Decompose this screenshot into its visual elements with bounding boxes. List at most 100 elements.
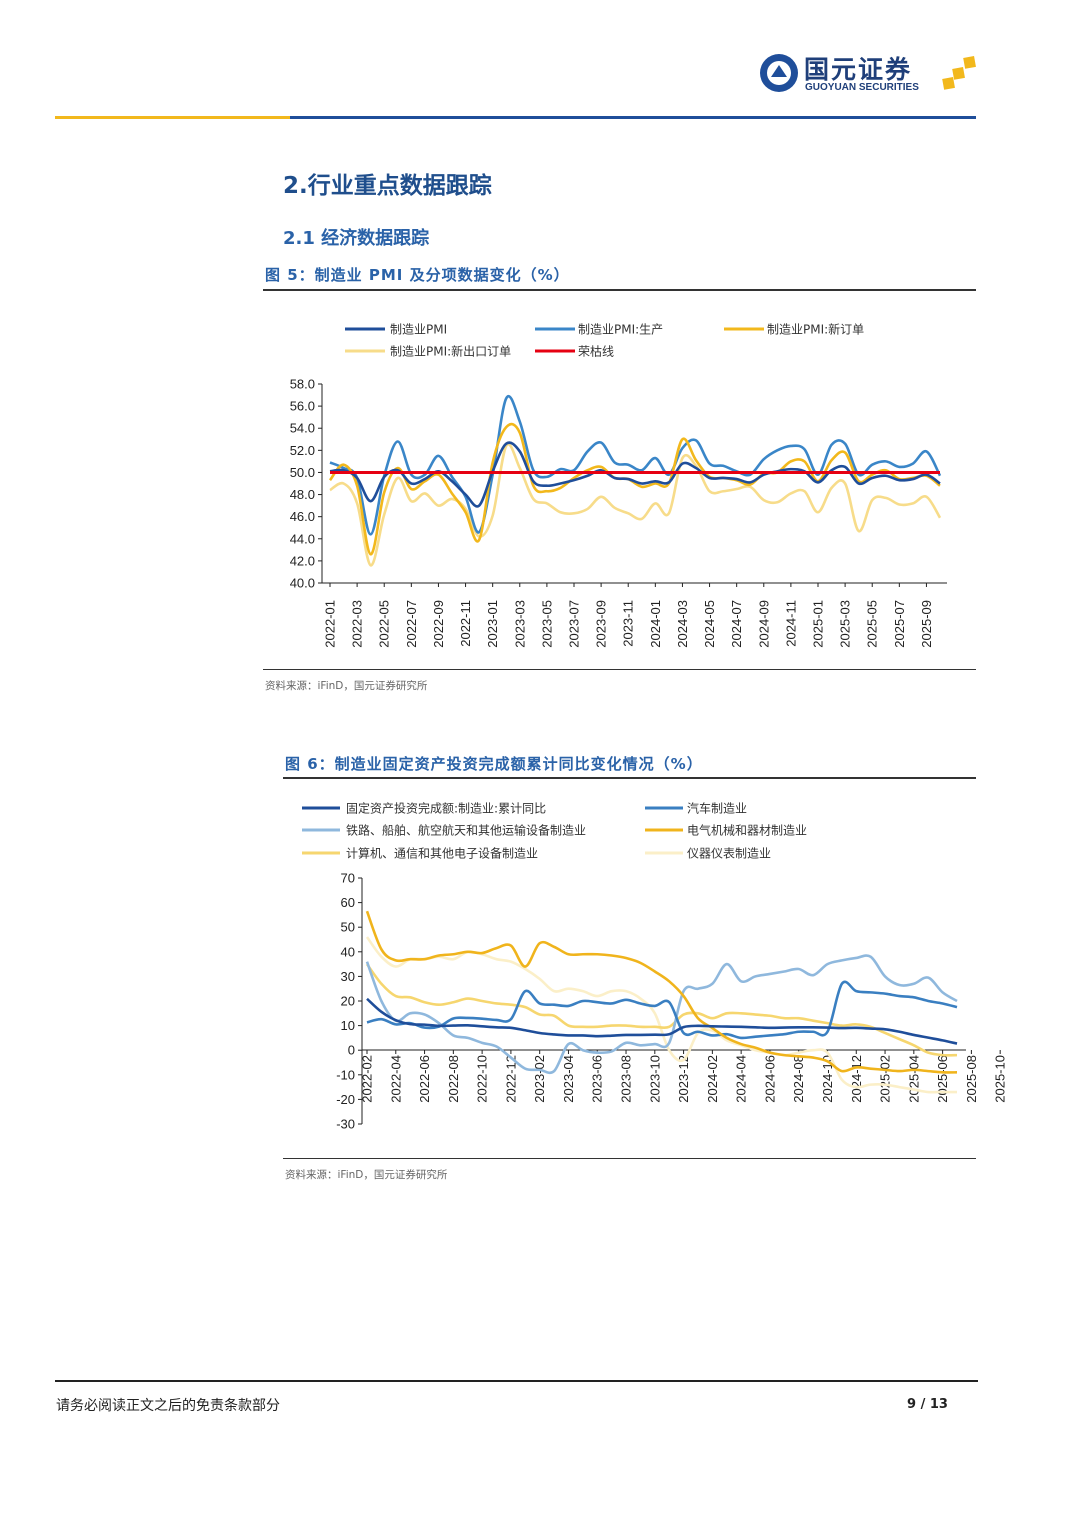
x-tick-label: 2022-08 bbox=[446, 1055, 461, 1103]
footer-rule bbox=[55, 1380, 978, 1382]
y-tick-label: 50 bbox=[341, 920, 355, 935]
y-tick-label: 54.0 bbox=[290, 421, 315, 436]
x-tick-label: 2024-06 bbox=[762, 1055, 777, 1103]
x-tick-label: 2025-06 bbox=[935, 1055, 950, 1103]
logo-text-cn: 国元证券 bbox=[804, 55, 913, 84]
x-tick-label: 2024-02 bbox=[705, 1055, 720, 1103]
x-tick-label: 2022-02 bbox=[360, 1055, 375, 1103]
x-tick-label: 2024-09 bbox=[756, 600, 771, 648]
y-tick-label: 70 bbox=[341, 871, 355, 886]
y-tick-label: 56.0 bbox=[290, 399, 315, 414]
legend-label: 汽车制造业 bbox=[687, 801, 747, 816]
logo: 国元证券 GUOYUAN SECURITIES bbox=[757, 50, 979, 96]
x-tick-label: 2023-03 bbox=[512, 600, 527, 648]
page-number: 9 / 13 bbox=[907, 1397, 948, 1412]
x-tick-label: 2022-06 bbox=[417, 1055, 432, 1103]
y-tick-label: -20 bbox=[336, 1092, 355, 1107]
x-tick-label: 2025-03 bbox=[838, 600, 853, 648]
series-line-1 bbox=[366, 997, 958, 1045]
subsection-title: 2.1 经济数据跟踪 bbox=[283, 228, 430, 249]
x-tick-label: 2024-01 bbox=[648, 600, 663, 648]
x-tick-label: 2023-10 bbox=[647, 1055, 662, 1103]
y-tick-label: 44.0 bbox=[290, 531, 315, 546]
x-tick-label: 2023-06 bbox=[590, 1055, 605, 1103]
series-line-3 bbox=[365, 954, 958, 1075]
logo-text-en: GUOYUAN SECURITIES bbox=[805, 82, 919, 93]
x-tick-label: 2023-09 bbox=[594, 600, 609, 648]
legend-label: 仪器仪表制造业 bbox=[687, 847, 771, 861]
x-tick-label: 2025-09 bbox=[919, 600, 934, 648]
y-tick-label: 42.0 bbox=[290, 553, 315, 568]
legend-label: 制造业PMI:生产 bbox=[578, 323, 663, 337]
x-tick-label: 2022-01 bbox=[323, 600, 338, 648]
figure-5-source: 资料来源：iFinD，国元证券研究所 bbox=[265, 680, 428, 692]
x-tick-label: 2022-04 bbox=[388, 1055, 403, 1103]
y-tick-label: 48.0 bbox=[290, 487, 315, 502]
x-tick-label: 2025-08 bbox=[964, 1055, 979, 1103]
x-tick-label: 2023-11 bbox=[621, 600, 636, 647]
header-rule-gold bbox=[55, 116, 290, 119]
x-tick-label: 2025-10 bbox=[993, 1055, 1008, 1103]
series-line-2 bbox=[329, 395, 942, 536]
y-tick-label: 20 bbox=[341, 994, 355, 1009]
x-tick-label: 2025-02 bbox=[878, 1055, 893, 1103]
legend-label: 电气机械和器材制造业 bbox=[687, 823, 807, 838]
x-tick-label: 2023-05 bbox=[539, 600, 554, 648]
x-tick-label: 2023-04 bbox=[561, 1055, 576, 1103]
legend-label: 荣枯线 bbox=[578, 344, 614, 359]
y-tick-label: 46.0 bbox=[290, 509, 315, 524]
x-tick-label: 2022-10 bbox=[475, 1055, 490, 1103]
figure-6-title: 图 6：制造业固定资产投资完成额累计同比变化情况（%） bbox=[285, 755, 703, 773]
x-tick-label: 2023-12 bbox=[676, 1055, 691, 1103]
legend-label: 制造业PMI:新订单 bbox=[767, 322, 864, 337]
x-tick-label: 2023-08 bbox=[619, 1055, 634, 1103]
y-tick-label: 40 bbox=[341, 944, 355, 959]
series-line-5 bbox=[365, 963, 958, 1057]
header-rule-blue bbox=[290, 116, 976, 119]
y-tick-label: 30 bbox=[341, 969, 355, 984]
x-tick-label: 2024-12 bbox=[849, 1055, 864, 1103]
y-tick-label: -10 bbox=[336, 1067, 355, 1082]
x-tick-label: 2022-03 bbox=[350, 600, 365, 648]
fai-chart: 70 60 50 40 30 20 10 0 -10 -20 -30 2022-02 2022-04 20… bbox=[302, 801, 1008, 1132]
x-tick-label: 2023-02 bbox=[532, 1055, 547, 1103]
x-tick-label: 2022-07 bbox=[404, 600, 419, 648]
x-tick-label: 2023-01 bbox=[485, 600, 500, 648]
y-tick-label: 10 bbox=[341, 1018, 355, 1033]
x-tick-label: 2024-03 bbox=[675, 600, 690, 648]
y-tick-label: 0 bbox=[348, 1043, 355, 1058]
x-tick-label: 2025-05 bbox=[865, 600, 880, 648]
legend-label: 制造业PMI:新出口订单 bbox=[390, 344, 511, 359]
logo-mark-icon bbox=[760, 54, 976, 92]
footer-disclaimer: 请务必阅读正文之后的免责条款部分 bbox=[56, 1398, 280, 1414]
x-tick-label: 2022-09 bbox=[431, 600, 446, 648]
legend-label: 固定资产投资完成额:制造业:累计同比 bbox=[346, 801, 546, 816]
figure-6-top-rule bbox=[283, 777, 976, 779]
figure-6-bottom-rule bbox=[283, 1158, 976, 1159]
y-tick-label: 50.0 bbox=[290, 465, 315, 480]
x-tick-label: 2025-01 bbox=[811, 600, 826, 648]
x-tick-label: 2024-07 bbox=[729, 600, 744, 648]
figure-5-top-rule bbox=[263, 289, 976, 291]
legend-label: 制造业PMI bbox=[390, 323, 447, 337]
x-tick-label: 2024-10 bbox=[820, 1055, 835, 1103]
x-tick-label: 2025-07 bbox=[892, 600, 907, 648]
x-tick-label: 2024-11 bbox=[783, 600, 798, 647]
series-line-1 bbox=[329, 441, 941, 508]
y-tick-label: 60 bbox=[341, 895, 355, 910]
x-tick-label: 2024-04 bbox=[734, 1055, 749, 1103]
x-tick-label: 2023-07 bbox=[567, 600, 582, 648]
x-tick-label: 2024-05 bbox=[702, 600, 717, 648]
y-tick-label: 52.0 bbox=[290, 443, 315, 458]
figure-5-bottom-rule bbox=[263, 669, 976, 670]
series-line-4 bbox=[365, 910, 958, 1074]
y-tick-label: -30 bbox=[336, 1117, 355, 1132]
x-tick-label: 2022-12 bbox=[503, 1055, 518, 1103]
figure-6-source: 资料来源：iFinD，国元证券研究所 bbox=[285, 1169, 448, 1181]
series-line-4 bbox=[329, 442, 942, 567]
y-tick-label: 58.0 bbox=[290, 377, 315, 392]
legend-label: 计算机、通信和其他电子设备制造业 bbox=[346, 846, 538, 861]
series-line-2 bbox=[366, 980, 958, 1040]
y-tick-label: 40.0 bbox=[290, 576, 315, 591]
figure-5-title: 图 5：制造业 PMI 及分项数据变化（%） bbox=[265, 266, 570, 284]
